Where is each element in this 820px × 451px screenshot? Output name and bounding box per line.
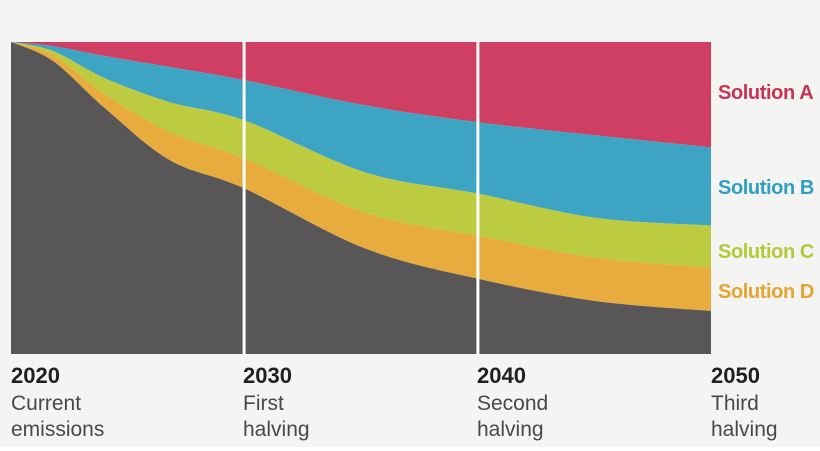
- legend-label-solution-b: Solution B: [718, 177, 814, 199]
- axis-tick-2030: 2030 First halving: [243, 364, 310, 443]
- caption-line: halving: [243, 418, 310, 441]
- caption-line: emissions: [11, 418, 105, 441]
- year-label: 2030: [243, 363, 292, 388]
- caption-line: Current: [11, 392, 82, 415]
- area-solution-b: [11, 42, 711, 226]
- axis-tick-2050: 2050 Third halving: [711, 364, 778, 443]
- bottom-border: [0, 447, 820, 451]
- area-solution-d: [11, 42, 711, 311]
- legend-label-solution-d: Solution D: [718, 281, 814, 303]
- year-label: 2020: [11, 363, 60, 388]
- area-solution-c: [11, 42, 711, 268]
- caption-line: Second: [477, 392, 549, 415]
- caption-line: First: [243, 392, 284, 415]
- axis-tick-2040: 2040 Second halving: [477, 364, 548, 443]
- area-solution-a: [11, 42, 711, 148]
- area-remaining-emissions: [11, 42, 711, 354]
- year-label: 2040: [477, 363, 526, 388]
- legend-label-solution-c: Solution C: [718, 241, 814, 263]
- stacked-area-chart: [11, 42, 711, 354]
- caption-line: Third: [711, 392, 759, 415]
- legend-label-solution-a: Solution A: [718, 82, 814, 104]
- axis-tick-2020: 2020 Current emissions: [11, 364, 104, 443]
- caption-line: halving: [477, 418, 544, 441]
- year-label: 2050: [711, 363, 760, 388]
- caption-line: halving: [711, 418, 778, 441]
